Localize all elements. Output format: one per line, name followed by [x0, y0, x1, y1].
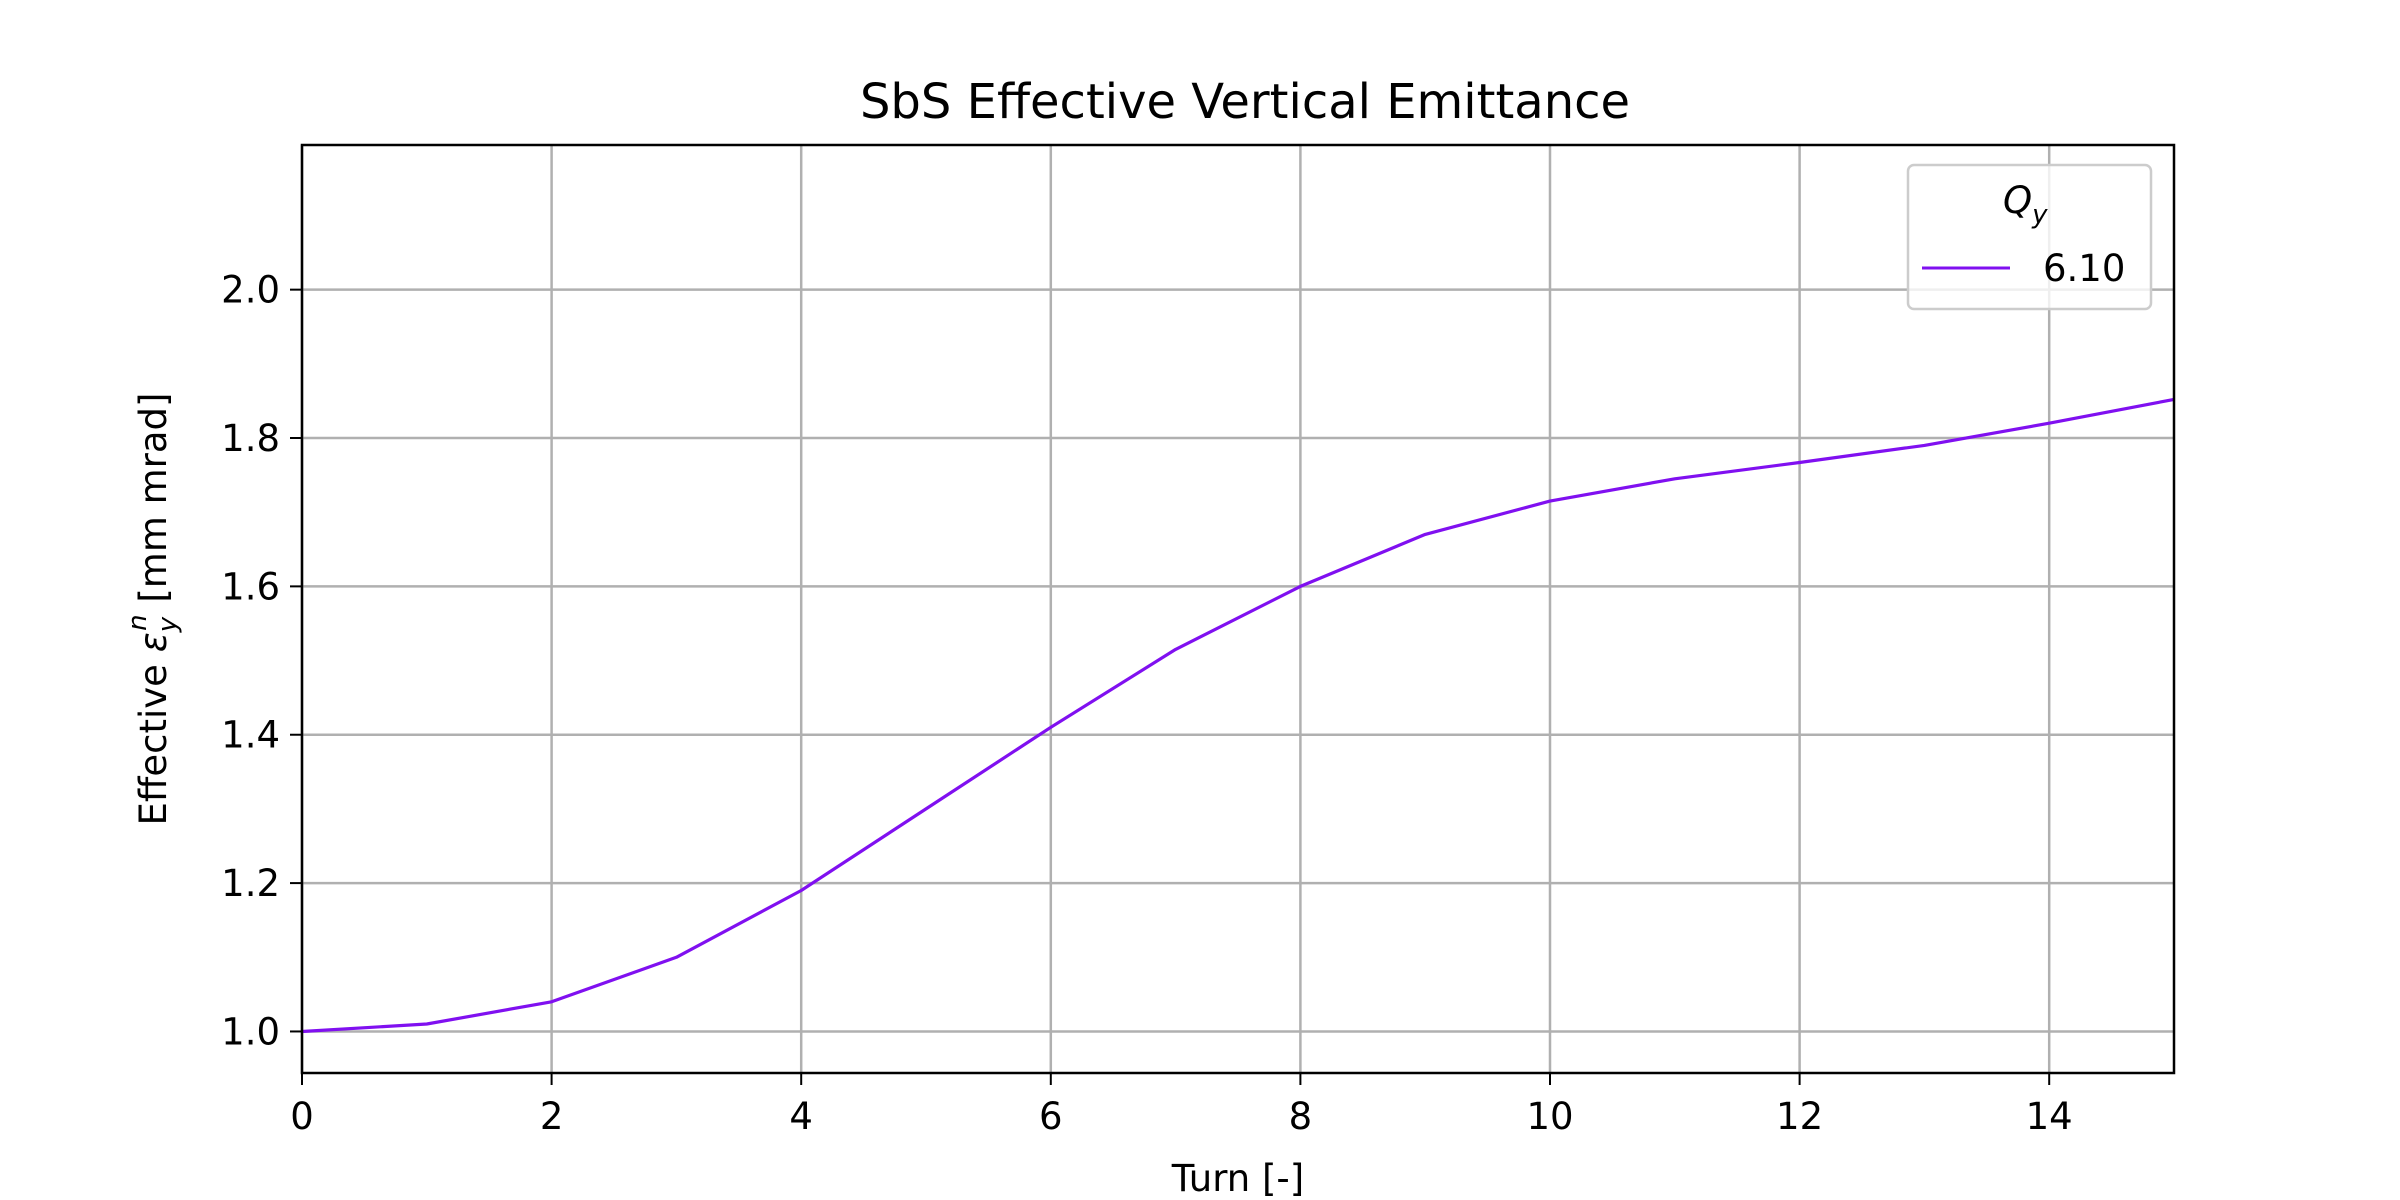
- y-tick-label: 1.4: [221, 714, 280, 757]
- x-tick-label: 14: [2026, 1095, 2073, 1138]
- plot-frame: [300, 143, 2176, 1075]
- y-axis-label-prefix: Effective: [132, 652, 175, 825]
- y-tick-label: 1.8: [221, 417, 280, 460]
- chart-title: SbS Effective Vertical Emittance: [860, 74, 1630, 130]
- series-layer: [301, 397, 2175, 1034]
- legend-title-main: Q: [2003, 179, 2032, 222]
- x-axis-label: Turn [-]: [1171, 1157, 1304, 1200]
- legend-title: Qy: [2003, 179, 2048, 230]
- series-line: [301, 397, 2175, 1034]
- y-tick-label: 1.2: [221, 862, 280, 905]
- y-axis-label: Effective εyn [mm mrad]: [123, 393, 183, 826]
- x-tick-label: 8: [1289, 1095, 1313, 1138]
- y-axis-label-subscript: y: [153, 616, 183, 633]
- y-tick-label: 1.0: [221, 1010, 280, 1053]
- y-tick-label: 1.6: [221, 565, 280, 608]
- legend-box: [1906, 163, 2153, 311]
- legend-entry-label: 6.10: [2043, 247, 2125, 290]
- ticks: [290, 288, 2051, 1085]
- legend-title-subscript: y: [2031, 200, 2048, 230]
- y-axis-label-suffix: [mm mrad]: [132, 393, 175, 615]
- x-tick-label: 2: [540, 1095, 564, 1138]
- y-tick-label: 2.0: [221, 269, 280, 312]
- x-tick-label: 12: [1776, 1095, 1823, 1138]
- x-tick-label: 0: [290, 1095, 314, 1138]
- y-axis-label-symbol: ε: [132, 632, 175, 652]
- x-tick-label: 4: [789, 1095, 813, 1138]
- tick-labels: 0 2 4 6 8 10 12 14 1.0 1.2 1.4 1.6 1.8 2.0: [221, 269, 2073, 1138]
- y-axis-label-superscript: n: [123, 614, 153, 630]
- grid: [300, 145, 2174, 1073]
- x-tick-label: 10: [1526, 1095, 1573, 1138]
- legend: Qy 6.10: [1906, 163, 2153, 311]
- x-tick-label: 6: [1039, 1095, 1063, 1138]
